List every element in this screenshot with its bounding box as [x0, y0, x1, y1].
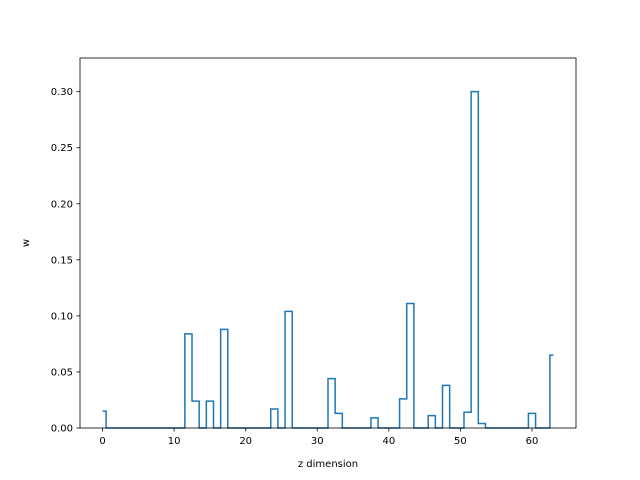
x-tick-label: 10 — [168, 436, 181, 447]
plot-area — [80, 58, 576, 428]
x-tick-label: 60 — [526, 436, 539, 447]
x-axis-label: z dimension — [298, 459, 358, 470]
y-tick-label: 0.00 — [51, 424, 73, 435]
y-tick-label: 0.05 — [51, 367, 73, 378]
y-tick-label: 0.25 — [51, 143, 73, 154]
series-line — [102, 90, 554, 429]
y-axis-label: w — [21, 239, 32, 247]
x-tick-label: 30 — [311, 436, 324, 447]
x-tick-label: 20 — [239, 436, 252, 447]
y-tick-label: 0.20 — [51, 199, 73, 210]
x-tick-label: 0 — [99, 436, 105, 447]
y-tick-label: 0.10 — [51, 311, 73, 322]
x-tick-label: 50 — [454, 436, 467, 447]
y-tick-label: 0.30 — [51, 87, 73, 98]
x-tick-label: 40 — [382, 436, 395, 447]
y-tick-label: 0.15 — [51, 255, 73, 266]
plot-frame — [79, 57, 577, 429]
